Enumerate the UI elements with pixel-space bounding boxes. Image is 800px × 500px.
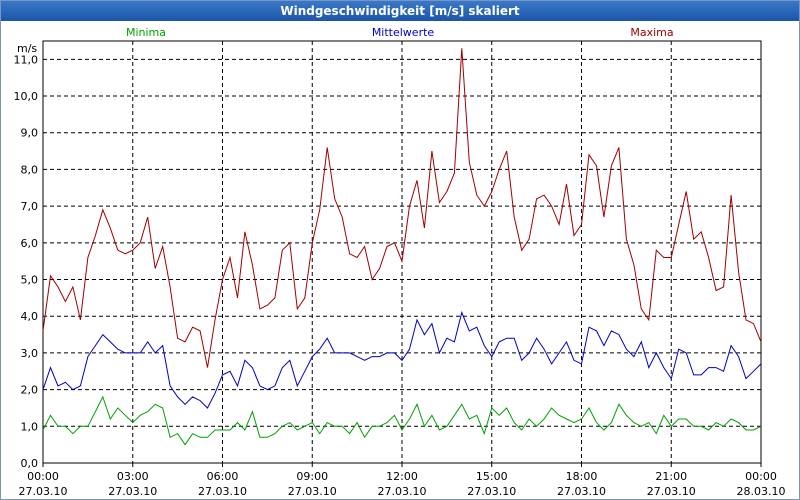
x-tick-time: 06:00 [207,470,239,483]
x-tick-date: 27.03.10 [378,485,427,498]
series-line-minima [42,395,762,446]
y-tick-label: 11,0 [14,53,39,66]
y-tick-label: 6,0 [21,237,39,250]
x-tick-time: 03:00 [117,470,149,483]
x-tick-time: 12:00 [386,470,418,483]
y-tick-label: 2,0 [21,384,39,397]
y-axis-ticks: 0,0 1,0 2,0 3,0 4,0 5,0 6,0 7,0 8,0 9,0 10,0 11,0 [14,53,39,470]
legend-minima: Minima [126,26,166,39]
chart-title: Windgeschwindigkeit [m/s] skaliert [1,1,799,21]
x-tick-time: 21:00 [655,470,687,483]
y-tick-label: 10,0 [14,90,39,103]
series-lines [42,48,762,446]
x-tick-time: 09:00 [296,470,328,483]
y-tick-label: 9,0 [21,127,39,140]
series-line-maxima [42,48,762,368]
x-tick-time: 00:00 [27,470,59,483]
x-tick-date: 27.03.10 [288,485,337,498]
x-tick-time: 15:00 [476,470,508,483]
x-tick-time: 18:00 [566,470,598,483]
y-tick-label: 5,0 [21,274,39,287]
x-tick-date: 27.03.10 [108,485,157,498]
wind-speed-chart: 0,0 1,0 2,0 3,0 4,0 5,0 6,0 7,0 8,0 9,0 10,0 11,0 0… [14,26,786,498]
y-tick-label: 0,0 [21,457,39,470]
y-tick-label: 3,0 [21,347,39,360]
x-tick-date: 27.03.10 [198,485,247,498]
x-tick-date: 28.03.10 [737,485,786,498]
x-axis-ticks: 00:00 27.03.10 03:00 27.03.10 06:00 27.03.10 0… [19,463,786,498]
y-tick-label: 4,0 [21,310,39,323]
x-tick-date: 27.03.10 [647,485,696,498]
y-tick-label: 1,0 [21,420,39,433]
y-tick-label: 7,0 [21,200,39,213]
series-line-mittelwerte [42,310,762,409]
x-tick-date: 27.03.10 [467,485,516,498]
y-tick-label: 8,0 [21,163,39,176]
y-axis-label: m/s [17,42,37,55]
x-tick-date: 27.03.10 [557,485,606,498]
legend-mittelwerte: Mittelwerte [372,26,435,39]
x-tick-date: 27.03.10 [19,485,68,498]
legend-maxima: Maxima [630,26,673,39]
x-tick-time: 00:00 [745,470,777,483]
